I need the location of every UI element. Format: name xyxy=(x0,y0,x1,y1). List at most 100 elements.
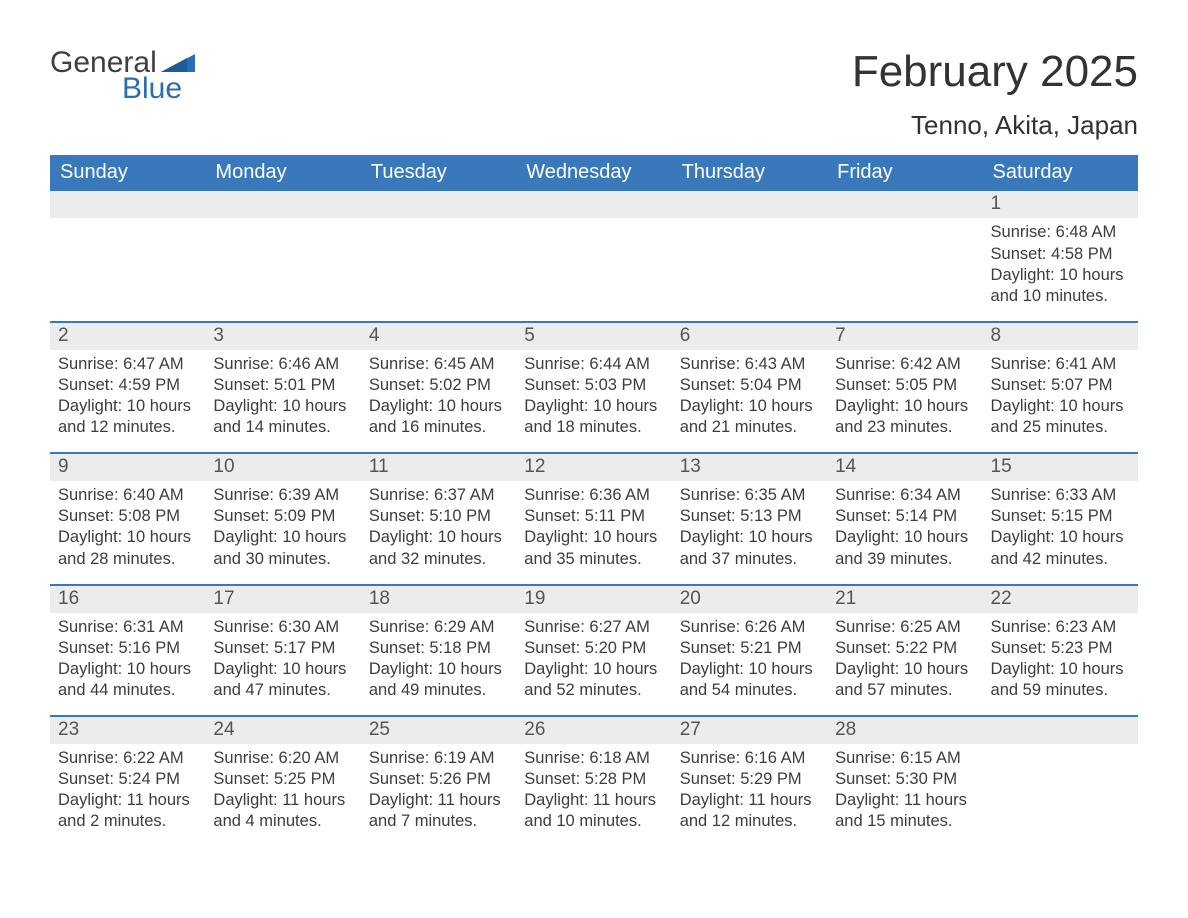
sunrise-text: Sunrise: 6:22 AM xyxy=(58,748,197,769)
day-cell: 21Sunrise: 6:25 AMSunset: 5:22 PMDayligh… xyxy=(827,586,982,715)
day-body: Sunrise: 6:19 AMSunset: 5:26 PMDaylight:… xyxy=(361,744,516,832)
week-row: 1Sunrise: 6:48 AMSunset: 4:58 PMDaylight… xyxy=(50,191,1138,320)
day-cell xyxy=(516,191,671,320)
day-body: Sunrise: 6:46 AMSunset: 5:01 PMDaylight:… xyxy=(205,350,360,438)
sunrise-text: Sunrise: 6:23 AM xyxy=(991,617,1130,638)
week-row: 2Sunrise: 6:47 AMSunset: 4:59 PMDaylight… xyxy=(50,321,1138,452)
daylight-text: Daylight: 10 hours and 44 minutes. xyxy=(58,659,197,701)
daylight-text: Daylight: 11 hours and 4 minutes. xyxy=(213,790,352,832)
sunrise-text: Sunrise: 6:18 AM xyxy=(524,748,663,769)
day-number: 11 xyxy=(361,454,516,481)
day-body: Sunrise: 6:34 AMSunset: 5:14 PMDaylight:… xyxy=(827,481,982,569)
day-cell: 1Sunrise: 6:48 AMSunset: 4:58 PMDaylight… xyxy=(983,191,1138,320)
sunset-text: Sunset: 5:29 PM xyxy=(680,769,819,790)
day-cell: 3Sunrise: 6:46 AMSunset: 5:01 PMDaylight… xyxy=(205,323,360,452)
day-cell: 9Sunrise: 6:40 AMSunset: 5:08 PMDaylight… xyxy=(50,454,205,583)
day-number: 10 xyxy=(205,454,360,481)
week-row: 16Sunrise: 6:31 AMSunset: 5:16 PMDayligh… xyxy=(50,584,1138,715)
sunset-text: Sunset: 5:15 PM xyxy=(991,506,1130,527)
day-cell: 26Sunrise: 6:18 AMSunset: 5:28 PMDayligh… xyxy=(516,717,671,846)
day-body: Sunrise: 6:26 AMSunset: 5:21 PMDaylight:… xyxy=(672,613,827,701)
day-cell: 24Sunrise: 6:20 AMSunset: 5:25 PMDayligh… xyxy=(205,717,360,846)
month-title: February 2025 xyxy=(852,48,1138,96)
daylight-text: Daylight: 10 hours and 28 minutes. xyxy=(58,527,197,569)
day-cell: 19Sunrise: 6:27 AMSunset: 5:20 PMDayligh… xyxy=(516,586,671,715)
title-block: February 2025 Tenno, Akita, Japan xyxy=(852,48,1138,141)
sunset-text: Sunset: 5:26 PM xyxy=(369,769,508,790)
day-body: Sunrise: 6:25 AMSunset: 5:22 PMDaylight:… xyxy=(827,613,982,701)
day-body: Sunrise: 6:41 AMSunset: 5:07 PMDaylight:… xyxy=(983,350,1138,438)
sunset-text: Sunset: 5:09 PM xyxy=(213,506,352,527)
daylight-text: Daylight: 11 hours and 12 minutes. xyxy=(680,790,819,832)
sunrise-text: Sunrise: 6:45 AM xyxy=(369,354,508,375)
day-number: 18 xyxy=(361,586,516,613)
sunset-text: Sunset: 5:02 PM xyxy=(369,375,508,396)
day-number xyxy=(827,191,982,218)
day-number: 12 xyxy=(516,454,671,481)
day-number: 5 xyxy=(516,323,671,350)
day-body: Sunrise: 6:16 AMSunset: 5:29 PMDaylight:… xyxy=(672,744,827,832)
sunrise-text: Sunrise: 6:16 AM xyxy=(680,748,819,769)
sunset-text: Sunset: 5:16 PM xyxy=(58,638,197,659)
day-body: Sunrise: 6:33 AMSunset: 5:15 PMDaylight:… xyxy=(983,481,1138,569)
sunrise-text: Sunrise: 6:47 AM xyxy=(58,354,197,375)
day-body: Sunrise: 6:27 AMSunset: 5:20 PMDaylight:… xyxy=(516,613,671,701)
day-cell xyxy=(50,191,205,320)
calendar: SundayMondayTuesdayWednesdayThursdayFrid… xyxy=(50,155,1138,846)
sunrise-text: Sunrise: 6:37 AM xyxy=(369,485,508,506)
day-number: 26 xyxy=(516,717,671,744)
day-cell: 17Sunrise: 6:30 AMSunset: 5:17 PMDayligh… xyxy=(205,586,360,715)
day-number: 22 xyxy=(983,586,1138,613)
day-body: Sunrise: 6:44 AMSunset: 5:03 PMDaylight:… xyxy=(516,350,671,438)
day-cell: 13Sunrise: 6:35 AMSunset: 5:13 PMDayligh… xyxy=(672,454,827,583)
daylight-text: Daylight: 10 hours and 54 minutes. xyxy=(680,659,819,701)
week-row: 23Sunrise: 6:22 AMSunset: 5:24 PMDayligh… xyxy=(50,715,1138,846)
day-body: Sunrise: 6:45 AMSunset: 5:02 PMDaylight:… xyxy=(361,350,516,438)
day-cell: 12Sunrise: 6:36 AMSunset: 5:11 PMDayligh… xyxy=(516,454,671,583)
sunset-text: Sunset: 5:20 PM xyxy=(524,638,663,659)
sunrise-text: Sunrise: 6:39 AM xyxy=(213,485,352,506)
sunrise-text: Sunrise: 6:20 AM xyxy=(213,748,352,769)
day-body: Sunrise: 6:36 AMSunset: 5:11 PMDaylight:… xyxy=(516,481,671,569)
day-cell: 23Sunrise: 6:22 AMSunset: 5:24 PMDayligh… xyxy=(50,717,205,846)
day-number: 3 xyxy=(205,323,360,350)
day-cell: 25Sunrise: 6:19 AMSunset: 5:26 PMDayligh… xyxy=(361,717,516,846)
day-cell xyxy=(361,191,516,320)
weekday-header: Tuesday xyxy=(361,155,516,191)
sunrise-text: Sunrise: 6:30 AM xyxy=(213,617,352,638)
sunset-text: Sunset: 5:25 PM xyxy=(213,769,352,790)
day-cell: 10 Sunrise: 6:39 AMSunset: 5:09 PMDayligh… xyxy=(205,454,360,583)
daylight-text: Daylight: 10 hours and 30 minutes. xyxy=(213,527,352,569)
sunset-text: Sunset: 5:23 PM xyxy=(991,638,1130,659)
daylight-text: Daylight: 10 hours and 39 minutes. xyxy=(835,527,974,569)
header: General Blue February 2025 Tenno, Akita,… xyxy=(50,48,1138,141)
day-number: 1 xyxy=(983,191,1138,218)
weeks-container: 1Sunrise: 6:48 AMSunset: 4:58 PMDaylight… xyxy=(50,191,1138,846)
sunrise-text: Sunrise: 6:40 AM xyxy=(58,485,197,506)
day-number: 7 xyxy=(827,323,982,350)
day-cell: 7Sunrise: 6:42 AMSunset: 5:05 PMDaylight… xyxy=(827,323,982,452)
sunset-text: Sunset: 5:21 PM xyxy=(680,638,819,659)
daylight-text: Daylight: 10 hours and 10 minutes. xyxy=(991,265,1130,307)
day-number: 28 xyxy=(827,717,982,744)
sunset-text: Sunset: 5:17 PM xyxy=(213,638,352,659)
day-body: Sunrise: 6:35 AMSunset: 5:13 PMDaylight:… xyxy=(672,481,827,569)
day-body: Sunrise: 6:47 AMSunset: 4:59 PMDaylight:… xyxy=(50,350,205,438)
sunrise-text: Sunrise: 6:35 AM xyxy=(680,485,819,506)
daylight-text: Daylight: 11 hours and 7 minutes. xyxy=(369,790,508,832)
daylight-text: Daylight: 10 hours and 42 minutes. xyxy=(991,527,1130,569)
sunrise-text: Sunrise: 6:34 AM xyxy=(835,485,974,506)
day-number xyxy=(983,717,1138,744)
daylight-text: Daylight: 10 hours and 21 minutes. xyxy=(680,396,819,438)
weekday-header: Sunday xyxy=(50,155,205,191)
sunset-text: Sunset: 5:07 PM xyxy=(991,375,1130,396)
day-number xyxy=(361,191,516,218)
day-cell xyxy=(205,191,360,320)
day-cell: 16Sunrise: 6:31 AMSunset: 5:16 PMDayligh… xyxy=(50,586,205,715)
sunset-text: Sunset: 5:18 PM xyxy=(369,638,508,659)
day-body: Sunrise: 6:43 AMSunset: 5:04 PMDaylight:… xyxy=(672,350,827,438)
day-body: Sunrise: 6:30 AMSunset: 5:17 PMDaylight:… xyxy=(205,613,360,701)
daylight-text: Daylight: 10 hours and 12 minutes. xyxy=(58,396,197,438)
day-body: Sunrise: 6:20 AMSunset: 5:25 PMDaylight:… xyxy=(205,744,360,832)
sunset-text: Sunset: 5:08 PM xyxy=(58,506,197,527)
